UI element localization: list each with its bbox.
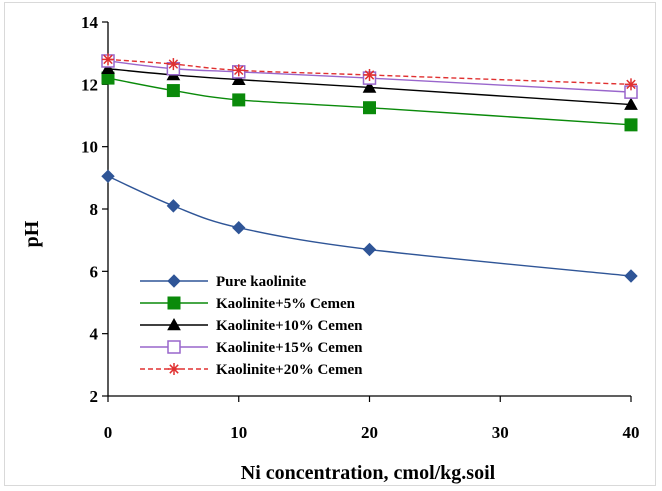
legend-label-2: Kaolinite+5% Cemen: [216, 296, 356, 312]
legend-marker-4: [167, 340, 181, 354]
data-point-series-5: [167, 58, 180, 71]
data-point-series-5: [625, 78, 637, 91]
legend-marker-1: [167, 274, 181, 288]
x-tick-label: 30: [492, 423, 509, 442]
y-tick-label: 2: [90, 387, 99, 406]
legend: Pure kaolinite Kaolinite+5% Cemen Kaolinit…: [140, 274, 363, 378]
data-point-series-1: [166, 199, 181, 213]
data-point-series-2: [624, 118, 638, 132]
legend-label-3: Kaolinite+10% Cemen: [216, 318, 363, 334]
y-tick-label: 8: [90, 200, 99, 219]
data-point-series-1: [362, 242, 377, 257]
y-tick-label: 10: [81, 138, 98, 157]
y-tick-label: 6: [90, 262, 99, 281]
plot-area: [101, 53, 638, 283]
legend-marker-2: [167, 296, 181, 310]
y-axis-title: pH: [21, 220, 43, 247]
data-point-series-5: [102, 53, 114, 66]
data-point-series-3: [231, 72, 246, 85]
y-tick-label: 14: [81, 13, 99, 32]
y-tick-label: 4: [90, 325, 99, 344]
legend-marker-3: [167, 317, 181, 331]
x-tick-label: 40: [623, 423, 640, 442]
data-point-series-1: [624, 269, 638, 283]
data-point-series-2: [166, 84, 180, 98]
legend-label-5: Kaolinite+20% Cemen: [216, 362, 363, 378]
data-point-series-5: [232, 64, 245, 77]
data-point-series-1: [232, 220, 246, 235]
x-tick-label: 0: [104, 423, 113, 442]
data-point-series-3: [624, 97, 638, 110]
data-point-series-2: [363, 101, 376, 115]
series-line-5: [107, 58, 632, 86]
series-line-1: [107, 175, 632, 277]
x-tick-label: 10: [230, 423, 247, 442]
x-axis-title: Ni concentration, cmol/kg.soil: [241, 462, 496, 484]
x-tick-label: 20: [361, 423, 378, 442]
data-point-series-3: [101, 61, 115, 75]
data-point-series-5: [363, 68, 376, 81]
legend-marker-5: [168, 363, 180, 375]
data-point-series-2: [232, 93, 246, 107]
legend-label-4: Kaolinite+15% Cemen: [216, 340, 363, 356]
legend-label-1: Pure kaolinite: [216, 274, 306, 290]
y-tick-label: 12: [81, 75, 98, 94]
data-point-series-3: [362, 80, 377, 93]
data-point-series-1: [101, 169, 115, 183]
